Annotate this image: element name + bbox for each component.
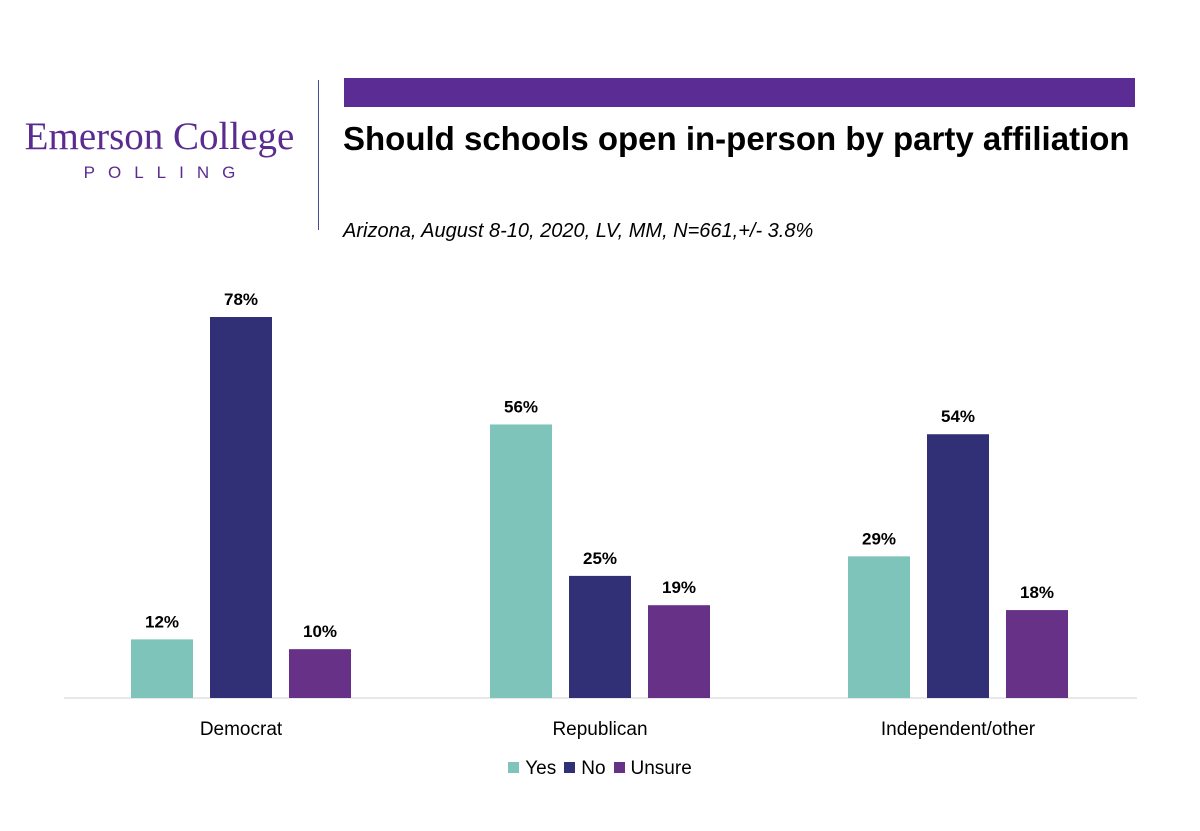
logo: Emerson College POLLING — [22, 115, 297, 183]
legend-swatch-no — [564, 762, 576, 773]
data-label-unsure-2: 18% — [1020, 583, 1054, 602]
bar-no-0 — [210, 317, 272, 698]
logo-sub-text: POLLING — [83, 163, 249, 182]
legend-label-no: No — [581, 758, 606, 779]
category-label-0: Democrat — [200, 719, 283, 740]
chart-subtitle: Arizona, August 8-10, 2020, LV, MM, N=66… — [343, 220, 814, 242]
legend: Yes No Unsure — [0, 758, 1200, 780]
data-label-unsure-1: 19% — [662, 578, 696, 597]
bar-no-2 — [927, 434, 989, 698]
bar-unsure-2 — [1006, 610, 1068, 698]
bar-yes-2 — [848, 556, 910, 698]
bar-unsure-1 — [648, 605, 710, 698]
bar-yes-1 — [490, 424, 552, 698]
header-divider — [318, 80, 319, 230]
logo-main-text: Emerson College — [24, 115, 295, 158]
bar-no-1 — [569, 575, 631, 698]
legend-label-unsure: Unsure — [630, 758, 692, 779]
bar-unsure-0 — [289, 649, 351, 698]
data-label-yes-0: 12% — [145, 612, 179, 631]
legend-item-yes: Yes — [508, 758, 556, 780]
chart-title: Should schools open in-person by party a… — [343, 120, 1130, 157]
accent-bar — [344, 78, 1135, 107]
bar-yes-0 — [131, 639, 193, 698]
legend-label-yes: Yes — [525, 758, 557, 779]
data-label-yes-2: 29% — [862, 529, 896, 548]
data-label-no-0: 78% — [224, 290, 258, 309]
category-label-2: Independent/other — [881, 719, 1036, 740]
data-label-unsure-0: 10% — [303, 622, 337, 641]
data-label-yes-1: 56% — [504, 397, 538, 416]
legend-item-unsure: Unsure — [613, 758, 692, 780]
category-label-1: Republican — [552, 719, 647, 740]
data-label-no-2: 54% — [941, 407, 975, 426]
legend-swatch-unsure — [613, 762, 625, 773]
legend-swatch-yes — [508, 762, 520, 773]
data-label-no-1: 25% — [583, 549, 617, 568]
legend-item-no: No — [564, 758, 606, 780]
